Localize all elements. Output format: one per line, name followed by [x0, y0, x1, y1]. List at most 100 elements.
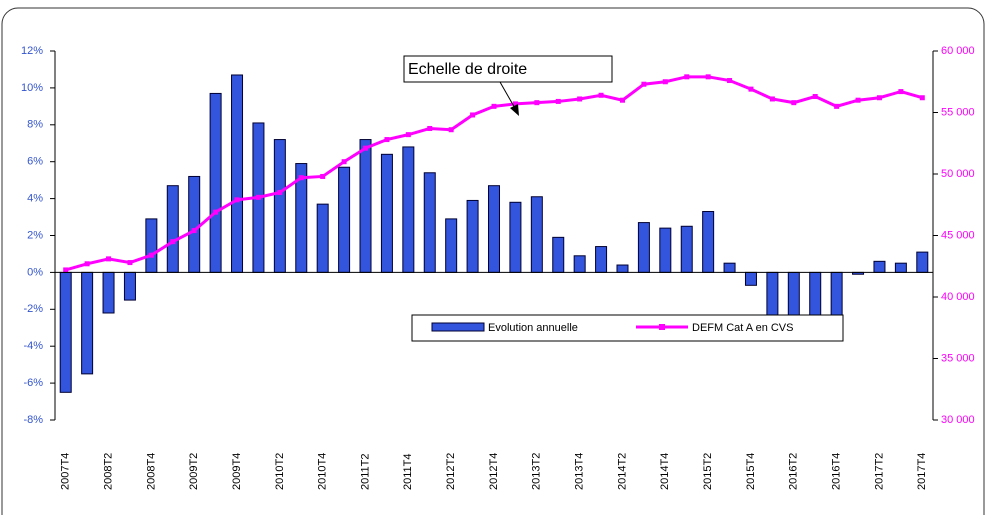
line-marker — [876, 95, 882, 101]
line-marker — [598, 92, 604, 98]
bar — [830, 271, 843, 320]
line-marker — [277, 189, 283, 195]
x-tick-label: 2010T2 — [274, 453, 286, 490]
x-tick-label: 2011T4 — [402, 454, 414, 491]
x-tick-label: 2015T4 — [745, 453, 757, 490]
y2-tick-label: 35 000 — [941, 352, 975, 364]
legend-label: Evolution annuelle — [488, 322, 578, 334]
line-marker — [834, 103, 840, 109]
bar — [552, 236, 565, 273]
bar — [423, 172, 436, 273]
bar — [380, 153, 393, 273]
bar — [509, 201, 522, 273]
bar — [316, 203, 329, 273]
y-tick-label: 2% — [27, 229, 43, 241]
y-tick-label: -6% — [23, 377, 43, 389]
bar — [809, 271, 822, 320]
line-marker — [298, 175, 304, 181]
bar — [723, 262, 736, 273]
bar — [894, 262, 907, 273]
line-marker — [619, 97, 625, 103]
bar — [637, 222, 650, 273]
annotation-box — [403, 55, 613, 83]
x-tick-label: 2010T4 — [317, 453, 329, 490]
x-tick-label: 2009T2 — [188, 453, 200, 490]
line-marker — [641, 81, 647, 87]
bar — [81, 271, 94, 375]
y2-tick-label: 60 000 — [941, 45, 975, 57]
bar — [102, 271, 115, 314]
y-tick-label: -8% — [23, 414, 43, 426]
bar — [616, 264, 629, 273]
line-marker — [63, 267, 69, 273]
bar — [916, 251, 929, 273]
line-marker — [769, 96, 775, 102]
legend-marker — [659, 324, 665, 330]
chart-border — [1, 7, 985, 515]
y-tick-label: -2% — [23, 303, 43, 315]
x-tick-label: 2012T2 — [445, 453, 457, 490]
line-marker — [384, 137, 390, 143]
line-marker — [748, 86, 754, 92]
x-tick-label: 2016T2 — [788, 453, 800, 490]
x-tick-label: 2011T2 — [359, 454, 371, 491]
x-tick-label: 2017T4 — [916, 453, 928, 490]
line-marker — [320, 173, 326, 179]
bar — [680, 225, 693, 273]
bar — [359, 139, 372, 273]
bar — [338, 166, 351, 273]
bar — [445, 218, 458, 273]
bar — [488, 185, 500, 273]
line-marker — [898, 89, 904, 95]
x-tick-label: 2007T4 — [60, 453, 72, 490]
bar — [402, 146, 415, 273]
x-tick-label: 2012T4 — [488, 453, 500, 490]
line-marker — [855, 97, 861, 103]
bar — [231, 74, 244, 273]
bar — [702, 211, 715, 273]
bar — [145, 218, 158, 273]
line-marker — [812, 94, 818, 100]
y-tick-label: 10% — [21, 82, 43, 94]
x-tick-label: 2008T2 — [102, 453, 114, 490]
y2-tick-label: 50 000 — [941, 168, 975, 180]
bar — [273, 139, 286, 273]
bar — [744, 271, 757, 286]
line-marker — [255, 194, 261, 200]
y2-tick-label: 45 000 — [941, 229, 975, 241]
line-marker — [234, 197, 240, 203]
line-marker — [470, 112, 476, 118]
line-marker — [427, 125, 433, 131]
bar — [873, 260, 886, 273]
bar — [787, 271, 800, 320]
y-tick-label: 6% — [27, 156, 43, 168]
bar — [595, 246, 608, 273]
line-marker — [555, 98, 561, 104]
line-marker — [534, 100, 540, 106]
bar — [166, 185, 179, 273]
x-tick-label: 2013T2 — [531, 453, 543, 490]
y-tick-label: 0% — [27, 266, 43, 278]
x-tick-label: 2014T2 — [616, 453, 628, 490]
x-tick-label: 2017T2 — [873, 453, 885, 490]
line-marker — [491, 103, 497, 109]
line-marker — [919, 95, 925, 101]
line-marker — [106, 256, 112, 262]
y2-tick-label: 30 000 — [941, 414, 975, 426]
line-marker — [791, 100, 797, 106]
y-tick-label: 8% — [27, 119, 43, 131]
annotation-arrowhead — [510, 104, 519, 116]
bar — [766, 271, 779, 320]
bar — [188, 175, 201, 273]
line-marker — [213, 209, 219, 215]
line-marker — [684, 74, 690, 80]
bar — [573, 255, 586, 273]
line-marker — [148, 252, 154, 258]
line-marker — [512, 101, 518, 107]
bar — [466, 199, 479, 273]
x-tick-label: 2016T4 — [831, 453, 843, 490]
legend-label: DEFM Cat A en CVS — [692, 322, 793, 334]
annotation: Echelle de droite — [408, 61, 527, 78]
